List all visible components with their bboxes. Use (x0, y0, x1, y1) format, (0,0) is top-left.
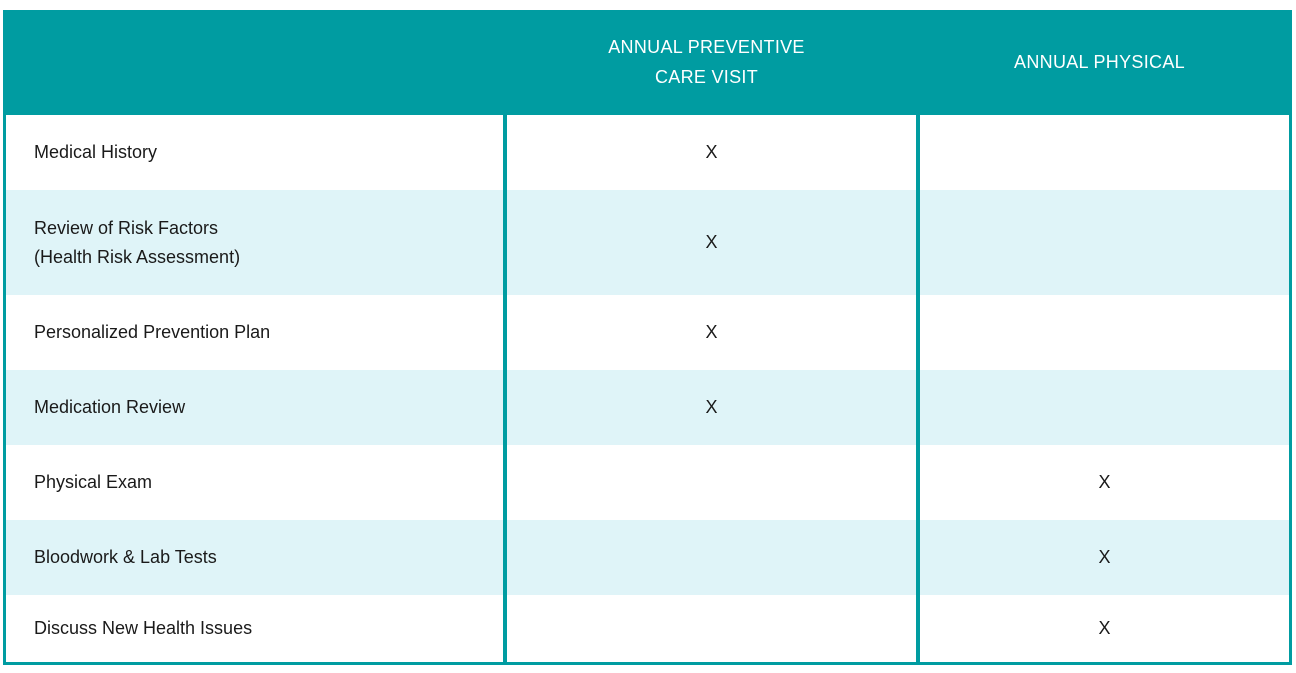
header-cell-empty (3, 10, 500, 115)
preventive-x-mark: X (503, 115, 916, 190)
preventive-x-mark: X (503, 370, 916, 445)
header-col-annual-physical: ANNUAL PHYSICAL (1014, 51, 1185, 72)
row-label: Medication Review (34, 397, 186, 418)
table-row-bloodwork-lab-tests: Bloodwork & Lab Tests X (6, 520, 1289, 595)
physical-x-mark (916, 370, 1289, 445)
row-label: Review of Risk Factors (Health Risk Asse… (34, 217, 241, 267)
comparison-table: ANNUAL PREVENTIVE CARE VISIT ANNUAL PHYS… (3, 10, 1292, 665)
row-label: Discuss New Health Issues (34, 618, 253, 639)
table-row-discuss-new-health-issues: Discuss New Health Issues X (6, 595, 1289, 662)
table-header-row: ANNUAL PREVENTIVE CARE VISIT ANNUAL PHYS… (3, 10, 1292, 115)
physical-x-mark: X (916, 520, 1289, 595)
preventive-x-mark: X (503, 295, 916, 370)
table-row-physical-exam: Physical Exam X (6, 445, 1289, 520)
row-label: Physical Exam (34, 472, 153, 493)
preventive-x-mark (503, 595, 916, 662)
physical-x-mark (916, 115, 1289, 190)
preventive-x-mark (503, 520, 916, 595)
physical-x-mark (916, 190, 1289, 295)
table-row-medical-history: Medical History X (6, 115, 1289, 190)
table-row-personalized-prevention-plan: Personalized Prevention Plan X (6, 295, 1289, 370)
physical-x-mark: X (916, 445, 1289, 520)
header-col-annual-preventive-care-visit: ANNUAL PREVENTIVE CARE VISIT (608, 36, 805, 87)
preventive-x-mark (503, 445, 916, 520)
physical-x-mark: X (916, 595, 1289, 662)
preventive-x-mark: X (503, 190, 916, 295)
table-row-medication-review: Medication Review X (6, 370, 1289, 445)
row-label: Bloodwork & Lab Tests (34, 547, 217, 568)
row-label: Personalized Prevention Plan (34, 322, 271, 343)
table-row-review-of-risk-factors: Review of Risk Factors (Health Risk Asse… (6, 190, 1289, 295)
physical-x-mark (916, 295, 1289, 370)
row-label: Medical History (34, 142, 158, 163)
